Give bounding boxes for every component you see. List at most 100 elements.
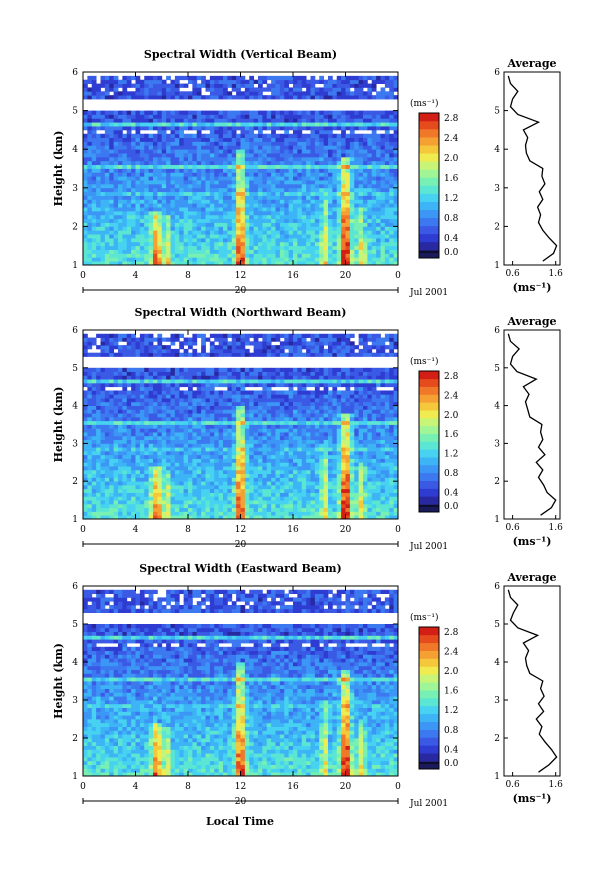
heatmap-cell bbox=[314, 261, 320, 266]
heatmap-cell bbox=[218, 477, 224, 482]
heatmap-cell bbox=[166, 122, 171, 127]
heatmap-cell bbox=[244, 129, 250, 135]
heatmap-cell bbox=[139, 379, 145, 384]
heatmap-cell bbox=[323, 191, 329, 196]
heatmap-cell bbox=[201, 207, 206, 212]
heatmap-cell bbox=[179, 164, 185, 169]
heatmap-cell bbox=[384, 203, 390, 208]
heatmap-cell bbox=[153, 141, 158, 146]
heatmap-cell bbox=[231, 226, 237, 231]
heatmap-cell bbox=[301, 187, 307, 193]
heatmap-cell bbox=[104, 439, 110, 444]
heatmap-cell bbox=[205, 114, 211, 119]
heatmap-cell bbox=[100, 203, 106, 208]
colorbar-swatch bbox=[419, 129, 439, 138]
heatmap-cell bbox=[109, 375, 115, 380]
heatmap-cell bbox=[126, 164, 132, 169]
heatmap-cell bbox=[345, 118, 351, 123]
heatmap-cell bbox=[358, 203, 364, 208]
heatmap-cell bbox=[240, 435, 246, 441]
heatmap-cell bbox=[131, 257, 136, 262]
heatmap-cell bbox=[118, 210, 123, 216]
heatmap-cell bbox=[240, 79, 246, 84]
heatmap-cell bbox=[109, 428, 115, 433]
heatmap-cell bbox=[349, 160, 355, 166]
heatmap-cell bbox=[179, 515, 185, 520]
heatmap-cell bbox=[192, 379, 198, 384]
heatmap-cell bbox=[262, 234, 268, 239]
heatmap-cell bbox=[183, 133, 189, 139]
heatmap-cell bbox=[271, 110, 276, 115]
heatmap-cell bbox=[236, 352, 241, 357]
heatmap-cell bbox=[126, 352, 132, 357]
heatmap-cell bbox=[87, 428, 93, 433]
heatmap-cell bbox=[100, 253, 106, 258]
heatmap-cell bbox=[135, 122, 141, 127]
heatmap-cell bbox=[139, 450, 145, 456]
heatmap-cell bbox=[231, 241, 237, 247]
heatmap-cell bbox=[249, 83, 255, 88]
heatmap-cell bbox=[293, 110, 298, 115]
heatmap-cell bbox=[166, 477, 171, 482]
heatmap-cell bbox=[293, 222, 298, 227]
heatmap-cell bbox=[122, 492, 128, 497]
heatmap-cell bbox=[179, 160, 185, 166]
heatmap-cell bbox=[266, 168, 272, 173]
heatmap-cell bbox=[192, 183, 198, 189]
heatmap-cell bbox=[104, 416, 110, 422]
heatmap-cell bbox=[87, 176, 93, 181]
heatmap-cell bbox=[166, 195, 171, 200]
heatmap-cell bbox=[389, 249, 395, 254]
heatmap-cell bbox=[209, 168, 215, 173]
heatmap-cell bbox=[96, 352, 101, 357]
heatmap-cell bbox=[96, 394, 101, 399]
heatmap-cell bbox=[363, 95, 368, 100]
heatmap-cell bbox=[218, 114, 224, 119]
heatmap-cell bbox=[170, 164, 176, 169]
heatmap-cell bbox=[157, 488, 163, 493]
heatmap-cell bbox=[393, 203, 399, 208]
heatmap-cell bbox=[244, 203, 250, 208]
heatmap-cell bbox=[170, 129, 176, 135]
heatmap-cell bbox=[214, 149, 220, 154]
heatmap-cell bbox=[148, 394, 154, 399]
heatmap-cell bbox=[104, 367, 110, 372]
heatmap-cell bbox=[153, 203, 158, 208]
heatmap-cell bbox=[126, 503, 132, 509]
heatmap-cell bbox=[148, 122, 154, 127]
heatmap-cell bbox=[144, 337, 150, 342]
heatmap-cell bbox=[209, 481, 215, 486]
heatmap-cell bbox=[275, 122, 281, 127]
heatmap-cell bbox=[262, 191, 268, 196]
heatmap-cell bbox=[218, 95, 224, 100]
heatmap-cell bbox=[310, 118, 316, 123]
heatmap-cell bbox=[284, 83, 290, 88]
heatmap-cell bbox=[148, 195, 154, 200]
heatmap-cell bbox=[284, 126, 290, 131]
heatmap-cell bbox=[179, 413, 185, 418]
heatmap-cell bbox=[153, 164, 158, 169]
heatmap-cell bbox=[148, 333, 154, 338]
heatmap-cell bbox=[393, 230, 399, 235]
heatmap-cell bbox=[253, 237, 259, 243]
heatmap-cell bbox=[253, 180, 259, 185]
heatmap-cell bbox=[231, 481, 237, 486]
heatmap-cell bbox=[109, 511, 115, 516]
heatmap-cell bbox=[336, 237, 342, 243]
heatmap-cell bbox=[253, 79, 259, 84]
heatmap-cell bbox=[91, 141, 97, 146]
heatmap-cell bbox=[218, 187, 224, 193]
heatmap-cell bbox=[131, 500, 136, 505]
heatmap-cell bbox=[153, 207, 158, 212]
heatmap-cell bbox=[319, 172, 325, 177]
heatmap-cell bbox=[157, 207, 163, 212]
heatmap-cell bbox=[209, 176, 215, 181]
heatmap-cell bbox=[83, 405, 88, 410]
heatmap-cell bbox=[201, 118, 206, 123]
heatmap-cell bbox=[214, 443, 220, 448]
heatmap-cell bbox=[297, 214, 303, 220]
heatmap-cell bbox=[214, 345, 220, 350]
heatmap-cell bbox=[139, 149, 145, 154]
heatmap-cell bbox=[109, 137, 115, 142]
heatmap-cell bbox=[170, 249, 176, 254]
